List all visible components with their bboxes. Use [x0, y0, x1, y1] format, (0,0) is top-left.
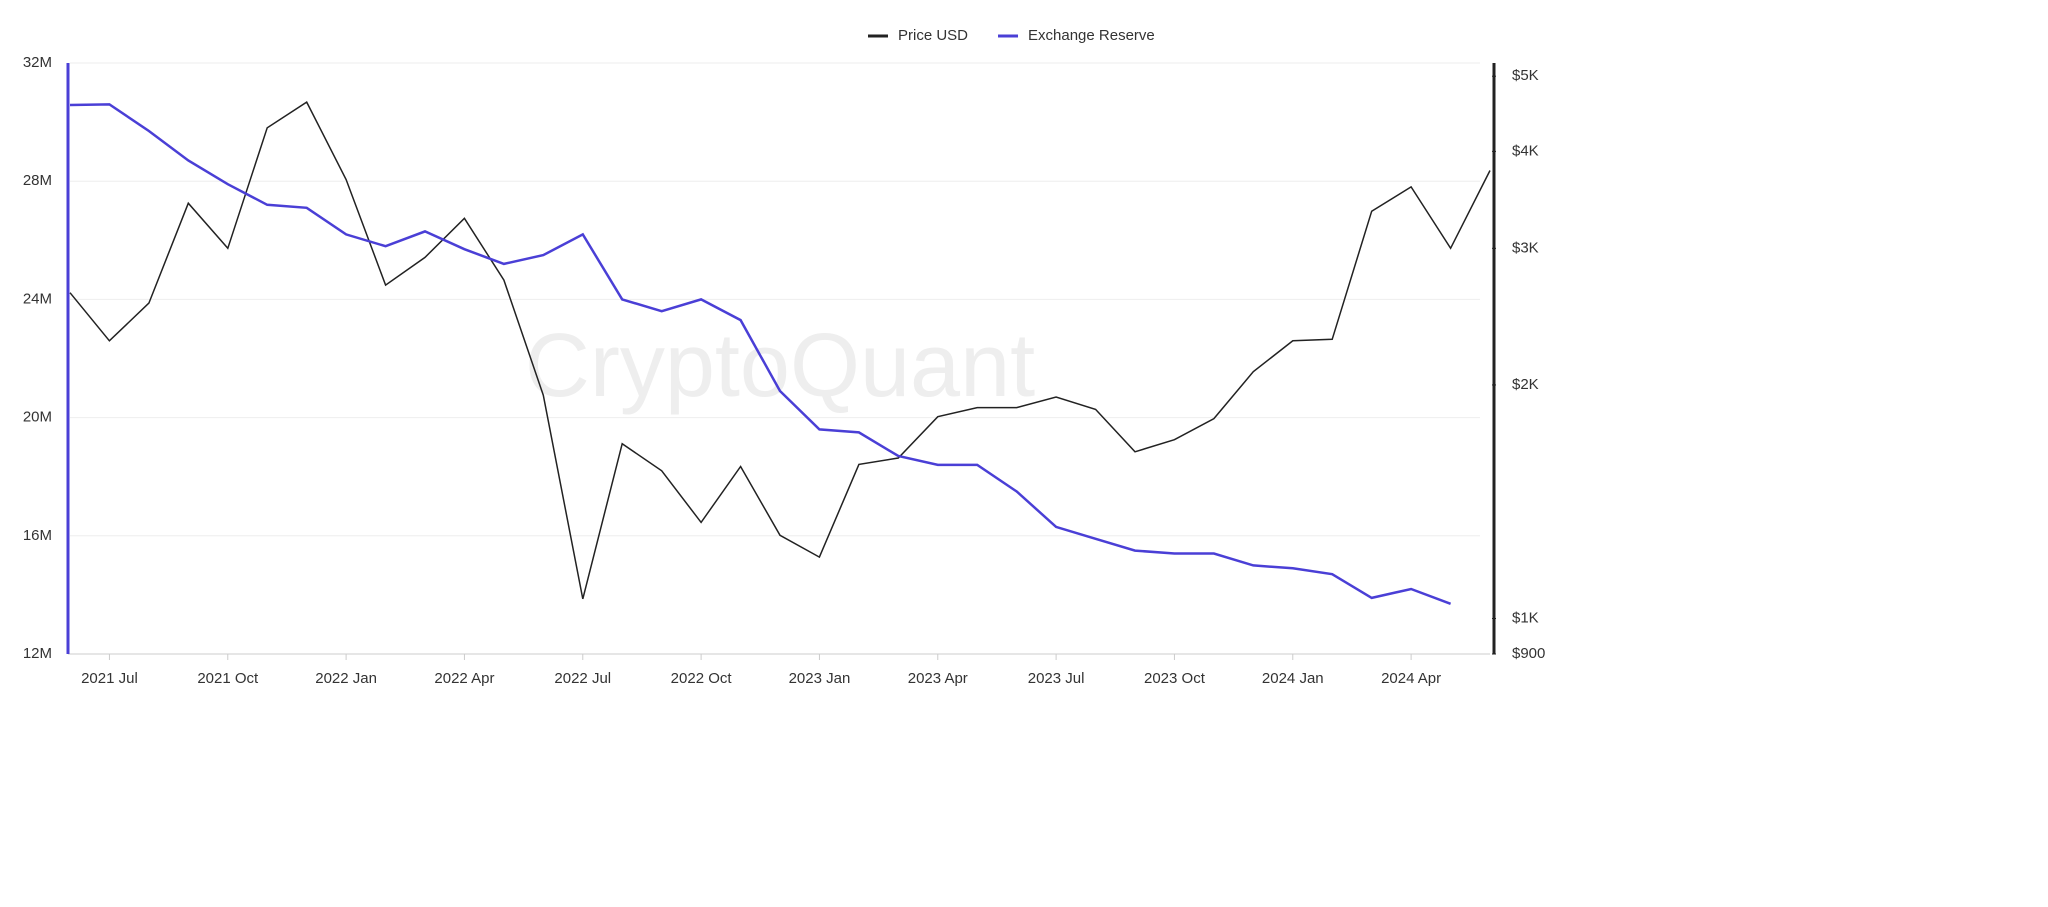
- x-tick-label: 2021 Oct: [197, 670, 259, 687]
- y2-tick-label: $2K: [1512, 376, 1539, 393]
- x-tick-label: 2023 Oct: [1144, 670, 1206, 687]
- y-tick-label: 12M: [23, 645, 52, 662]
- x-tick-label: 2022 Jul: [554, 670, 611, 687]
- x-tick-label: 2024 Jan: [1262, 670, 1324, 687]
- x-tick-label: 2023 Jul: [1028, 670, 1085, 687]
- x-tick-label: 2023 Apr: [908, 670, 968, 687]
- x-tick-label: 2022 Jan: [315, 670, 377, 687]
- series-line: [69, 103, 1452, 605]
- y-tick-label: 28M: [23, 172, 52, 189]
- y-tick-label: 32M: [23, 54, 52, 71]
- x-tick-label: 2022 Oct: [671, 670, 733, 687]
- legend-label: Exchange Reserve: [1028, 27, 1155, 44]
- x-tick-label: 2023 Jan: [789, 670, 851, 687]
- series-line: [69, 101, 1491, 600]
- y-tick-label: 24M: [23, 290, 52, 307]
- y2-tick-label: $4K: [1512, 142, 1539, 159]
- y2-tick-label: $900: [1512, 645, 1545, 662]
- legend-label: Price USD: [898, 27, 968, 44]
- y-tick-label: 20M: [23, 409, 52, 426]
- watermark: CryptoQuant: [525, 316, 1035, 416]
- x-tick-label: 2021 Jul: [81, 670, 138, 687]
- x-tick-label: 2024 Apr: [1381, 670, 1441, 687]
- y2-tick-label: $3K: [1512, 239, 1539, 256]
- y2-tick-label: $1K: [1512, 609, 1539, 626]
- x-tick-label: 2022 Apr: [434, 670, 494, 687]
- y2-tick-label: $5K: [1512, 67, 1539, 84]
- y-tick-label: 16M: [23, 527, 52, 544]
